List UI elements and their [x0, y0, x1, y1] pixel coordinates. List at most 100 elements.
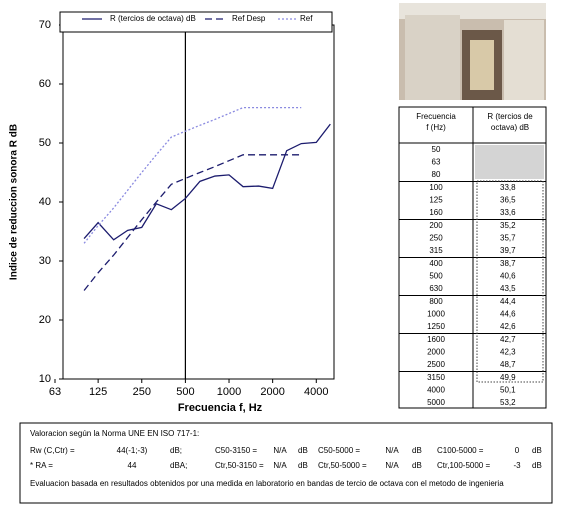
- header-line: f (Hz): [426, 123, 446, 132]
- footer-cell: dB;: [170, 446, 182, 455]
- footer-cell: N/A: [273, 461, 287, 470]
- y-axis-label: Indice de reduccion sonora R dB: [9, 124, 20, 280]
- footer-frame: [19, 422, 553, 504]
- footer-cell: -3: [513, 461, 521, 470]
- footer-cell: N/A: [273, 446, 287, 455]
- footer-cell: N/A: [385, 461, 399, 470]
- header-line: R (tercios de: [487, 112, 533, 121]
- footer-cell: 44: [128, 461, 137, 470]
- footer-cell: dB: [412, 446, 422, 455]
- x-tick-label: 4000: [304, 386, 328, 398]
- y-tick-label: 20: [39, 314, 51, 326]
- series-line: [83, 123, 331, 241]
- frequency-cell: 1000: [427, 310, 445, 319]
- x-axis-label: Frecuencia f, Hz: [178, 402, 263, 414]
- frequency-cell: 3150: [427, 373, 445, 382]
- y-tick-label: 40: [39, 196, 51, 208]
- header-line: octava) dB: [491, 123, 529, 132]
- r-cell: 44,6: [500, 310, 516, 319]
- r-cell: 42,6: [500, 322, 516, 331]
- legend-label: R (tercios de octava) dB: [110, 14, 196, 23]
- y-tick-label: 50: [39, 137, 51, 149]
- footer-cell: dBA;: [170, 461, 187, 470]
- r-cell: 42,3: [500, 348, 516, 357]
- r-cell: 35,7: [500, 234, 516, 243]
- frequency-cell: 125: [429, 196, 443, 205]
- r-cell: 49,9: [500, 373, 516, 382]
- frequency-cell: 250: [429, 234, 443, 243]
- highlight-box: [476, 180, 544, 383]
- x-tick-label: 1000: [217, 386, 241, 398]
- footer-cell: dB: [298, 446, 308, 455]
- x-tick-label: 2000: [260, 386, 284, 398]
- x-tick-label: 125: [89, 386, 107, 398]
- frequency-cell: 2500: [427, 360, 445, 369]
- footer-cell: C50-5000 =: [318, 446, 360, 455]
- frequency-cell: 200: [429, 221, 443, 230]
- frequency-cell: 400: [429, 259, 443, 268]
- footer-cell: N/A: [385, 446, 399, 455]
- empty-cells: [475, 145, 544, 179]
- frequency-cell: 800: [429, 297, 443, 306]
- frequency-cell: 100: [429, 183, 443, 192]
- footer-cell: dB: [532, 446, 542, 455]
- footer-cell: 44(-1;-3): [117, 446, 148, 455]
- r-cell: 42,7: [500, 335, 516, 344]
- frequency-cell: 50: [432, 145, 441, 154]
- footer-cell: * RA =: [30, 461, 53, 470]
- frequency-cell: 160: [429, 208, 443, 217]
- photo: [399, 3, 546, 100]
- frequency-cell: 315: [429, 246, 443, 255]
- series-line: [83, 106, 302, 244]
- frequency-cell: 630: [429, 284, 443, 293]
- r-cell: 40,6: [500, 272, 516, 281]
- footer-cell: C50-3150 =: [215, 446, 257, 455]
- r-cell: 50,1: [500, 386, 516, 395]
- header-line: Frecuencia: [416, 112, 456, 121]
- table-header: R (tercios de octava) dB: [487, 112, 533, 132]
- plot-frame: [62, 24, 335, 380]
- footer-title: Valoracion según la Norma UNE EN ISO 717…: [30, 429, 199, 438]
- r-cell: 39,7: [500, 246, 516, 255]
- frequency-cell: 1600: [427, 335, 445, 344]
- frequency-cell: 5000: [427, 398, 445, 407]
- footer-note: Evaluacion basada en resultados obtenido…: [30, 479, 504, 488]
- r-cell: 33,8: [500, 183, 516, 192]
- legend: [59, 11, 333, 33]
- x-tick-label: 250: [133, 386, 151, 398]
- footer-cell: C100-5000 =: [437, 446, 484, 455]
- footer-cell: Ctr,100-5000 =: [437, 461, 490, 470]
- frequency-cell: 1250: [427, 322, 445, 331]
- r-cell: 43,5: [500, 284, 516, 293]
- footer-cell: dB: [412, 461, 422, 470]
- footer-cell: dB: [298, 461, 308, 470]
- footer-cell: Rw (C,Ctr) =: [30, 446, 75, 455]
- r-cell: 48,7: [500, 360, 516, 369]
- y-tick-label: 60: [39, 78, 51, 90]
- footer-cell: 0: [515, 446, 520, 455]
- frequency-cell: 80: [432, 170, 441, 179]
- y-tick-label: 70: [39, 19, 51, 31]
- x-tick-label: 63: [49, 386, 61, 398]
- footer-cell: Ctr,50-3150 =: [215, 461, 264, 470]
- table-header: Frecuencia f (Hz): [416, 112, 456, 132]
- series-line: [83, 154, 302, 291]
- r-cell: 38,7: [500, 259, 516, 268]
- footer-cell: dB: [532, 461, 542, 470]
- frequency-cell: 63: [432, 158, 441, 167]
- r-cell: 33,6: [500, 208, 516, 217]
- r-cell: 44,4: [500, 297, 516, 306]
- legend-label: Ref: [300, 14, 313, 23]
- frequency-cell: 4000: [427, 386, 445, 395]
- frequency-cell: 2000: [427, 348, 445, 357]
- r-cell: 53,2: [500, 398, 516, 407]
- r-cell: 35,2: [500, 221, 516, 230]
- x-tick-label: 500: [176, 386, 194, 398]
- r-cell: 36,5: [500, 196, 516, 205]
- frequency-cell: 500: [429, 272, 443, 281]
- legend-label: Ref Desp: [232, 14, 266, 23]
- y-tick-label: 30: [39, 255, 51, 267]
- y-tick-label: 10: [39, 373, 51, 385]
